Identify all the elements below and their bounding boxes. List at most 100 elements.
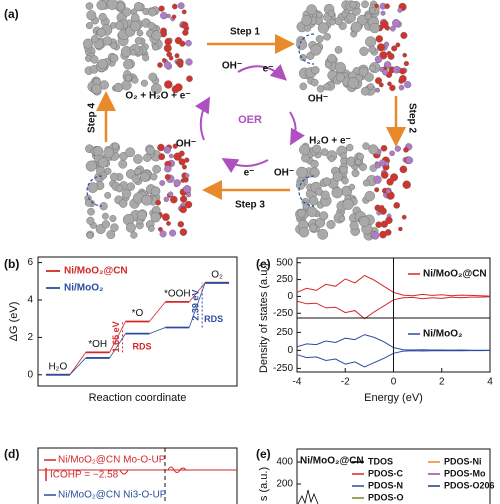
atom — [104, 191, 112, 199]
y-tick-label: 200 — [276, 479, 293, 490]
atom — [334, 62, 346, 74]
atom — [131, 76, 139, 84]
atom — [160, 11, 168, 20]
atom — [299, 82, 308, 91]
atom — [380, 10, 386, 16]
species-label: OH⁻ — [176, 139, 196, 150]
atom — [134, 167, 142, 176]
atom — [125, 222, 136, 233]
atom — [175, 60, 181, 65]
atom — [180, 195, 188, 203]
legend-label: Ni/MoO₂@CN Mo-O-UP — [58, 455, 166, 466]
legend-label: PDOS-O206 — [444, 480, 495, 490]
atom — [185, 58, 193, 66]
atom — [384, 25, 390, 31]
atom — [134, 37, 143, 45]
atom — [180, 178, 186, 183]
cohp-curve — [119, 466, 187, 475]
atom — [106, 0, 118, 10]
atom — [115, 184, 124, 193]
legend-label: Ni/MoO₂@CN — [423, 269, 487, 280]
atom — [166, 13, 171, 19]
structures — [82, 0, 414, 241]
atom — [384, 161, 390, 167]
atom — [174, 53, 180, 59]
atom — [86, 232, 94, 239]
category-label: H₂O — [48, 361, 67, 372]
atom — [147, 21, 156, 30]
atom — [159, 230, 167, 238]
atom — [350, 21, 362, 33]
atom — [155, 199, 162, 206]
atom — [150, 186, 161, 197]
legend-label: TDOS — [368, 456, 393, 466]
atom — [85, 2, 94, 10]
atom — [103, 147, 114, 159]
x-axis-label: Energy (eV) — [364, 392, 423, 404]
category-label: O₂ — [211, 269, 223, 280]
panel-label: (a) — [4, 7, 19, 21]
atom — [320, 190, 330, 200]
legend-label: PDOS-O — [368, 492, 404, 502]
legend-label: PDOS-N — [368, 480, 403, 490]
atom — [359, 46, 369, 56]
atom — [164, 174, 171, 180]
atom — [364, 190, 375, 202]
step-arrows — [96, 34, 406, 200]
atom — [157, 62, 163, 68]
atom — [403, 60, 410, 67]
atom — [102, 212, 109, 220]
atom — [358, 67, 369, 77]
atom — [322, 177, 332, 186]
atom — [349, 1, 357, 9]
category-label: *O — [132, 308, 144, 319]
atom — [346, 13, 356, 23]
atom — [177, 221, 185, 228]
atom — [109, 172, 119, 182]
atom — [145, 146, 155, 155]
atom — [164, 165, 172, 173]
atom — [341, 177, 349, 185]
atom — [380, 144, 388, 152]
atom — [148, 72, 158, 82]
category-label: *OOH — [164, 289, 191, 300]
atom — [397, 7, 403, 13]
connector — [109, 333, 126, 359]
tdos-curve — [297, 489, 319, 504]
atom — [340, 152, 347, 160]
atom — [378, 82, 384, 88]
atom — [310, 78, 319, 87]
atom — [346, 143, 354, 152]
y-tick-label: 0 — [287, 291, 293, 302]
atom — [309, 167, 320, 178]
atom — [401, 214, 407, 220]
y-axis-label: Density of states (a.u.) — [258, 263, 270, 373]
atom — [312, 144, 322, 154]
y-tick-label: 250 — [276, 274, 293, 285]
atom — [150, 212, 161, 223]
legend-label: Ni/MoO₂@CN Ni3-O-UP — [58, 490, 167, 501]
atom — [84, 199, 93, 207]
atom — [171, 14, 177, 20]
atom — [181, 164, 187, 170]
atom — [385, 216, 393, 225]
connector — [149, 301, 166, 322]
atom — [130, 20, 141, 32]
atom — [179, 205, 187, 214]
atom — [131, 174, 141, 184]
atom — [159, 180, 166, 186]
atom — [168, 191, 174, 197]
atom — [164, 38, 172, 46]
panel-label: (b) — [4, 257, 19, 271]
atom — [150, 83, 162, 95]
atom — [177, 2, 185, 10]
atom — [147, 7, 157, 17]
step-label: Step 1 — [230, 27, 260, 38]
atom — [310, 44, 322, 56]
species-label: e⁻ — [244, 168, 255, 179]
atom — [392, 19, 401, 28]
atom — [389, 150, 395, 157]
atom — [364, 13, 372, 20]
atom — [181, 21, 189, 29]
atom — [377, 208, 383, 213]
